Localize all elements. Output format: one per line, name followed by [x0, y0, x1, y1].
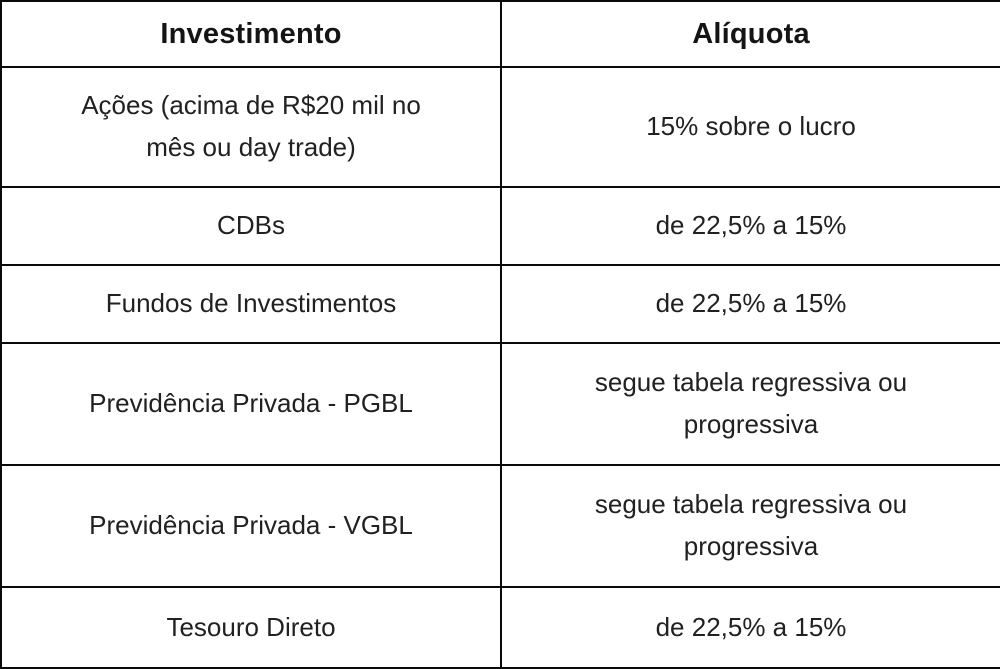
table-row: Tesouro Direto de 22,5% a 15%: [0, 586, 1000, 669]
cell-text: Tesouro Direto: [166, 611, 336, 642]
cell-text: 15% sobre o lucro: [646, 111, 856, 142]
cell-text: Previdência Privada - PGBL: [89, 388, 413, 419]
table-row: CDBs de 22,5% a 15%: [0, 186, 1000, 266]
column-header-aliquota: Alíquota: [500, 0, 1000, 68]
column-header-investimento: Investimento: [0, 0, 502, 68]
cell-investimento: Fundos de Investimentos: [0, 264, 502, 344]
cell-text: Fundos de Investimentos: [105, 288, 397, 319]
cell-aliquota: 15% sobre o lucro: [500, 66, 1000, 188]
cell-text: Ações (acima de R$20 mil no mês ou day t…: [81, 90, 421, 162]
cell-text: Previdência Privada - VGBL: [89, 510, 413, 541]
cell-text: CDBs: [217, 210, 285, 241]
table-row: Previdência Privada - VGBL segue tabela …: [0, 464, 1000, 588]
cell-text: de 22,5% a 15%: [655, 210, 847, 241]
cell-aliquota: de 22,5% a 15%: [500, 264, 1000, 344]
cell-aliquota: segue tabela regressiva ou progressiva: [500, 464, 1000, 588]
table-row: Ações (acima de R$20 mil no mês ou day t…: [0, 66, 1000, 188]
cell-aliquota: segue tabela regressiva ou progressiva: [500, 342, 1000, 466]
cell-investimento: Ações (acima de R$20 mil no mês ou day t…: [0, 66, 502, 188]
table-row: Fundos de Investimentos de 22,5% a 15%: [0, 264, 1000, 344]
cell-text: segue tabela regressiva ou progressiva: [594, 489, 908, 561]
header-row: Investimento Alíquota: [0, 0, 1000, 68]
cell-aliquota: de 22,5% a 15%: [500, 586, 1000, 669]
cell-investimento: Previdência Privada - PGBL: [0, 342, 502, 466]
cell-text: segue tabela regressiva ou progressiva: [594, 367, 908, 439]
table-row: Previdência Privada - PGBL segue tabela …: [0, 342, 1000, 466]
cell-investimento: Tesouro Direto: [0, 586, 502, 669]
cell-text: de 22,5% a 15%: [655, 288, 847, 319]
cell-aliquota: de 22,5% a 15%: [500, 186, 1000, 266]
cell-investimento: Previdência Privada - VGBL: [0, 464, 502, 588]
cell-text: de 22,5% a 15%: [655, 611, 847, 642]
cell-investimento: CDBs: [0, 186, 502, 266]
